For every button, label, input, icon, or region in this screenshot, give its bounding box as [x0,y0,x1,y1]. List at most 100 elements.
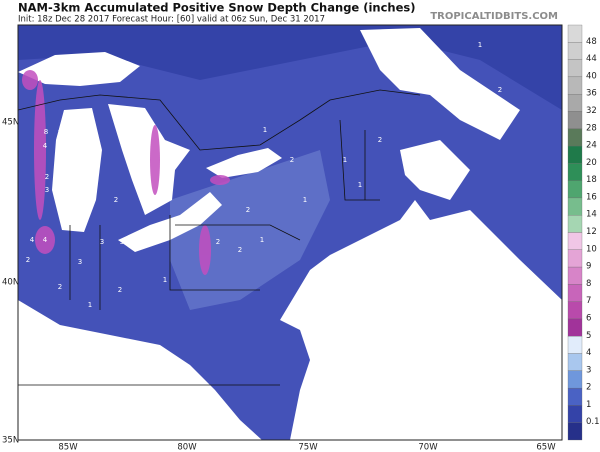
map-value-label: 2 [114,196,118,204]
map-value-label: 1 [343,156,347,164]
gulf-of-maine [400,140,470,200]
map-value-label: 1 [260,236,264,244]
colorbar-label: 24 [586,141,597,151]
colorbar-label: 32 [586,106,597,116]
colorbar-swatch [567,42,583,60]
atlantic-ocean [280,200,562,440]
colorbar-label: 5 [586,331,591,341]
lake-michigan [52,108,102,232]
map-value-label: 2 [246,206,250,214]
colorbar-swatch [567,284,583,302]
map-value-label: 2 [58,283,62,291]
colorbar-label: 40 [586,71,597,81]
map-value-label: 4 [43,236,48,244]
map-value-label: 1 [163,276,167,284]
map-value-label: 4 [30,236,35,244]
lake-effect-bands [22,70,230,275]
colorbar-label: 28 [586,123,597,133]
colorbar-label: 3 [586,365,591,375]
map-value-label: 2 [45,173,49,181]
lat-label: 35N [2,436,19,446]
colorbar-swatch [567,94,583,112]
colorbar-label: 8 [586,279,591,289]
lake-huron [108,104,190,215]
map-value-label: 2 [26,256,30,264]
map-subtitle: Init: 18z Dec 28 2017 Forecast Hour: [60… [18,15,325,25]
map-value-label: 2 [238,246,242,254]
colorbar-swatch [567,336,583,354]
colorbar-swatch [567,232,583,250]
colorbar-swatch [567,318,583,337]
map-value-label: 2 [216,238,220,246]
lake-ontario [206,148,282,178]
map-value-label: 2 [290,156,294,164]
map-value-label: 8 [44,128,48,136]
colorbar-swatch [567,405,583,423]
map-value-label: 3 [100,238,104,246]
lon-label: 75W [298,443,318,452]
map-value-label: 3 [78,258,82,266]
gulf-of-st-lawrence [360,28,520,140]
colorbar-swatch [567,59,583,78]
colorbar-label: 10 [586,244,597,254]
map-value-label: 1 [408,56,412,64]
lon-label: 80W [177,443,197,452]
map-value-label: 1 [303,196,307,204]
map-value-label: 1 [358,181,362,189]
colorbar-swatch [567,145,583,164]
colorbar-swatch [567,163,583,181]
map-value-label: 1 [263,126,267,134]
map [18,25,562,440]
colorbar-swatch [567,370,583,389]
colorbar-swatch [567,249,583,268]
colorbar-label: 18 [586,175,597,185]
lon-label: 65W [536,443,556,452]
no-snow-area [18,300,262,440]
map-value-label: 1 [478,41,482,49]
colorbar-label: 12 [586,227,597,237]
colorbar-label: 1 [586,400,591,410]
lon-label: 70W [418,443,438,452]
colorbar-swatch [567,387,583,406]
colorbar-swatch [567,266,583,285]
lon-label: 85W [58,443,78,452]
colorbar-swatch [567,180,583,199]
map-value-label: 2 [118,286,122,294]
colorbar-swatch [567,197,583,216]
site-credit: TROPICALTIDBITS.COM [430,11,558,22]
colorbar-label: 4 [586,348,591,358]
colorbar-swatch [567,76,583,95]
colorbar-label: 2 [586,383,591,393]
map-value-label: 3 [120,238,124,246]
colorbar-label: 48 [586,37,597,47]
map-value-label: 2 [59,156,63,164]
colorbar-label: 7 [586,296,591,306]
colorbar-swatch [567,215,583,233]
colorbar-swatch [567,24,583,43]
lat-label: 45N [2,118,19,128]
map-value-label: 1 [196,206,200,214]
colorbar-label: 16 [586,192,597,202]
axes: 45N 40N 35N 85W 80W 75W 70W 65W [2,118,556,452]
colorbar-swatch [567,353,583,371]
colorbar-label: 20 [586,158,597,168]
colorbar-swatch [567,111,583,129]
map-frame [17,24,563,441]
colorbar-label: 14 [586,210,597,220]
colorbar-label: 6 [586,313,591,323]
snow-field-light [170,150,330,310]
map-value-label: 1 [88,301,92,309]
map-value-label: 2 [498,86,502,94]
map-value-label: 3 [45,186,49,194]
borders [18,89,421,386]
map-value-label: 4 [43,142,48,150]
colorbar-label: 9 [586,262,591,272]
colorbar-swatch [567,128,583,147]
map-title: NAM-3km Accumulated Positive Snow Depth … [18,1,416,15]
map-value-label: 2 [58,129,62,137]
lake-superior [18,52,140,86]
colorbar-label: 36 [586,89,597,99]
